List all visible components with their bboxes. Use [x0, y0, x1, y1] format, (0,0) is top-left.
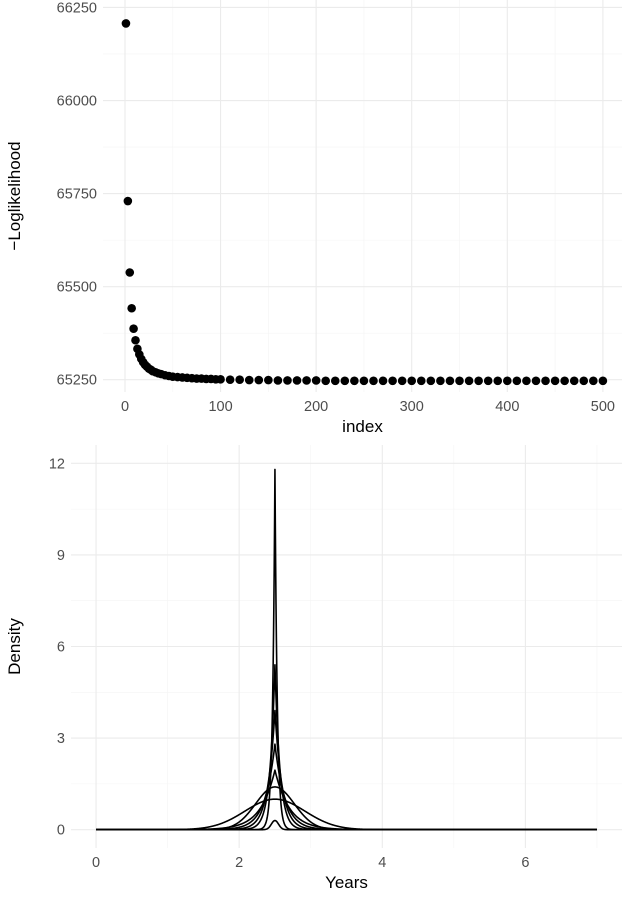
data-point — [131, 335, 140, 345]
density-curve — [95, 786, 598, 831]
data-point — [330, 376, 340, 386]
x-tick-label: 4 — [378, 855, 386, 871]
data-point — [388, 376, 397, 386]
data-point — [550, 376, 560, 386]
data-point — [123, 196, 133, 206]
data-point — [254, 375, 264, 385]
data-point — [416, 376, 426, 386]
x-tick-label: 100 — [208, 399, 232, 415]
data-point — [522, 376, 531, 386]
x-axis-title: Years — [325, 873, 368, 892]
y-tick-label: 65750 — [57, 187, 97, 203]
data-point — [340, 376, 350, 386]
data-point — [216, 375, 225, 384]
data-point — [397, 376, 407, 386]
data-point — [407, 376, 417, 386]
data-point — [579, 376, 589, 386]
data-point — [541, 376, 550, 386]
data-point — [512, 376, 522, 386]
x-tick-label: 300 — [400, 399, 424, 415]
data-point — [503, 376, 512, 386]
x-tick-label: 2 — [235, 855, 243, 871]
y-tick-label: 9 — [57, 548, 65, 564]
data-point — [244, 375, 254, 385]
x-tick-label: 400 — [495, 399, 519, 415]
data-point — [531, 376, 541, 386]
data-point — [464, 376, 474, 386]
data-point — [129, 324, 138, 334]
x-tick-label: 500 — [591, 399, 615, 415]
y-tick-label: 65250 — [57, 373, 97, 389]
data-point — [455, 376, 464, 386]
density-plot: 0 2 4 6 0 3 6 9 12 Years Density — [5, 445, 622, 892]
density-curve — [95, 664, 598, 831]
density-curve — [95, 819, 598, 831]
y-axis-title: Density — [5, 618, 24, 675]
data-point — [225, 375, 235, 385]
y-tick-label: 12 — [49, 456, 65, 472]
density-curve — [95, 769, 598, 831]
data-point — [302, 376, 311, 385]
data-point — [426, 376, 436, 386]
data-point — [127, 303, 136, 313]
data-point — [292, 376, 302, 385]
data-point — [273, 376, 283, 385]
x-tick-label: 6 — [521, 855, 529, 871]
data-point — [483, 376, 493, 386]
y-axis-title: −Loglikelihood — [5, 141, 24, 250]
y-tick-label: 3 — [57, 731, 65, 747]
data-point — [350, 376, 359, 386]
y-tick-label: 0 — [57, 823, 65, 839]
x-tick-label: 200 — [304, 399, 328, 415]
data-point — [589, 376, 598, 386]
y-tick-label: 6 — [57, 640, 65, 656]
y-tick-label: 66250 — [57, 0, 97, 16]
data-point — [283, 376, 292, 385]
density-curve — [95, 468, 598, 831]
data-point — [493, 376, 503, 386]
data-point — [598, 376, 608, 386]
data-point — [474, 376, 483, 386]
y-tick-label: 66000 — [57, 94, 97, 110]
x-axis-title: index — [342, 417, 383, 436]
data-point — [560, 376, 569, 386]
data-point — [321, 376, 331, 386]
density-curve — [95, 709, 598, 831]
data-point — [445, 376, 455, 386]
x-tick-label: 0 — [92, 855, 100, 871]
data-point — [311, 376, 321, 385]
data-point — [264, 375, 273, 385]
data-point — [436, 376, 445, 386]
x-tick-label: 0 — [121, 399, 129, 415]
y-tick-label: 65500 — [57, 280, 97, 296]
data-point — [235, 375, 244, 385]
data-point — [378, 376, 388, 386]
data-point — [125, 268, 135, 277]
data-point — [121, 19, 131, 28]
data-point — [359, 376, 369, 386]
density-curve — [95, 798, 598, 831]
data-point — [369, 376, 378, 386]
loglikelihood-plot: 0 100 200 300 400 500 65250 65500 65750 66000 6625… — [5, 0, 622, 436]
data-point — [569, 376, 579, 386]
density-curve — [95, 743, 598, 831]
